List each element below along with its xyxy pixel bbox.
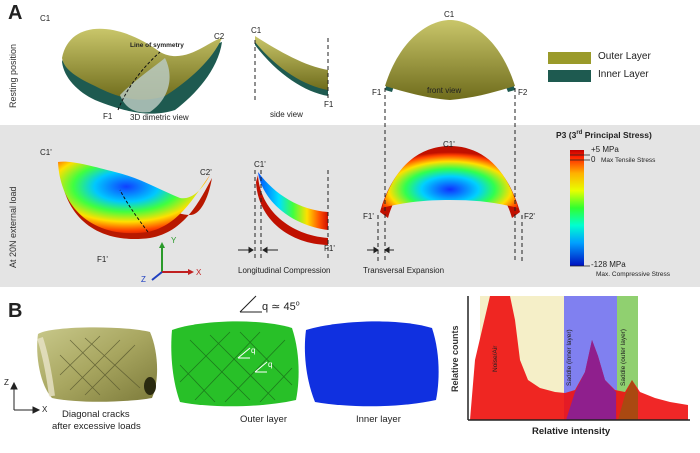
axis-b-x: X — [42, 405, 48, 414]
label-f1-load-c: F1' — [363, 212, 374, 221]
colorbar-top: +5 MPa — [591, 145, 619, 154]
label-f2-rest: F2 — [518, 88, 528, 97]
label-c1-rest-c: C1 — [444, 10, 455, 19]
colorbar-bottom: -128 MPa — [591, 260, 626, 269]
inner-layer-scan — [304, 321, 439, 407]
expansion-arrows — [367, 246, 394, 254]
label-f1-rest-c: F1 — [372, 88, 382, 97]
legend-inner-label: Inner Layer — [598, 69, 649, 80]
view-label-front: front view — [427, 86, 462, 95]
alignment-lines — [254, 38, 523, 262]
band-label-outer: Saddle (outer layer) — [620, 328, 627, 386]
label-c2-load: C2' — [200, 168, 212, 177]
panel-a-letter: A — [8, 2, 23, 24]
label-f1-rest-a: F1 — [103, 112, 113, 121]
load-front-model — [380, 146, 520, 218]
view-label-dimetric: 3D dimetric view — [130, 113, 189, 122]
panel-b-letter: B — [8, 300, 23, 322]
label-c1-rest-a: C1 — [40, 14, 51, 23]
angle-label: q ≃ 45o — [262, 300, 300, 313]
label-c1-load-b: C1' — [254, 160, 266, 169]
axis-z-label: Z — [141, 275, 146, 284]
colorbar-title: P3 (3rd Principal Stress) — [556, 130, 652, 140]
label-c1-rest-b: C1 — [251, 26, 262, 35]
rest-front-model — [385, 20, 515, 100]
symmetry-label: Line of symmetry — [130, 42, 184, 49]
colorbar-zero: 0 — [591, 155, 596, 164]
compression-arrows — [238, 246, 278, 254]
label-c1-load-a: C1' — [40, 148, 52, 157]
colorbar-bottom-note: Max. Compressive Stress — [596, 271, 671, 278]
rest-side-model — [255, 36, 328, 96]
label-f1-load-b: F1' — [324, 244, 335, 253]
view-label-side: side view — [270, 110, 303, 119]
caption-cracks-2: after excessive loads — [52, 421, 141, 432]
band-label-inner: Saddle (inner layer) — [566, 329, 573, 386]
caption-inner: Inner layer — [356, 414, 401, 425]
compression-label: Longitudinal Compression — [238, 266, 331, 275]
colorbar — [570, 150, 584, 266]
hist-ylabel: Relative counts — [450, 325, 460, 392]
rest-dimetric-model — [62, 28, 222, 114]
caption-cracks-1: Diagonal cracks — [62, 409, 130, 420]
legend-outer-label: Outer Layer — [598, 51, 651, 62]
cracked-specimen — [37, 327, 158, 402]
colorbar-zero-note: Max Tensile Stress — [601, 157, 656, 164]
band-label-noise: Noise/Air — [492, 345, 499, 372]
label-f1-load-a: F1' — [97, 255, 108, 264]
axis-b-z: Z — [4, 378, 9, 387]
load-side-model — [256, 172, 328, 245]
expansion-label: Transversal Expansion — [363, 266, 445, 275]
axis-y-label: Y — [171, 236, 177, 245]
angle-q2: q — [268, 360, 273, 369]
axes-icon-a — [151, 242, 194, 281]
label-f1-rest-b: F1 — [324, 100, 334, 109]
label-f2-load: F2' — [524, 212, 535, 221]
label-c1-load-c: C1' — [443, 140, 455, 149]
load-dimetric-model — [58, 161, 212, 240]
axes-icon-b — [10, 381, 41, 414]
caption-outer: Outer layer — [240, 414, 287, 425]
angle-q1: q — [251, 346, 256, 355]
axis-x-label: X — [196, 268, 202, 277]
histogram — [467, 296, 690, 421]
legend-outer-swatch — [548, 52, 591, 64]
hist-xlabel: Relative intensity — [532, 426, 611, 437]
legend-inner-swatch — [548, 70, 591, 82]
outer-layer-scan — [171, 321, 299, 407]
label-c2-rest: C2 — [214, 32, 225, 41]
